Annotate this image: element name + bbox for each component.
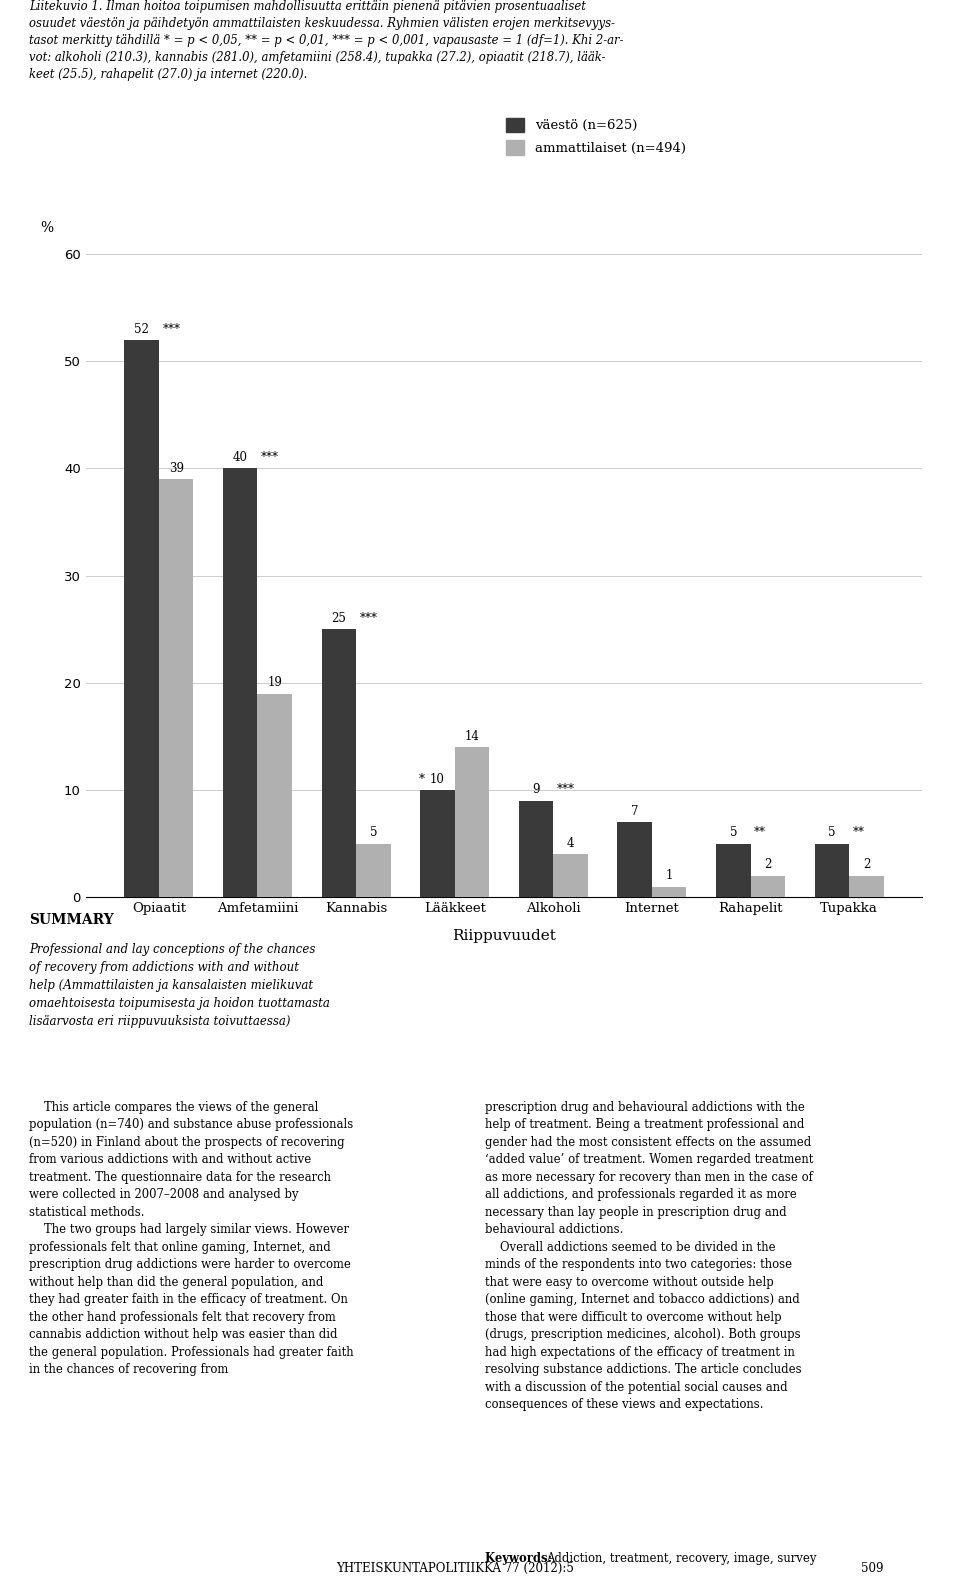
Bar	[125, 340, 158, 897]
Text: 10: 10	[430, 773, 444, 786]
Text: 52: 52	[134, 322, 149, 335]
Bar	[322, 629, 356, 897]
Text: ***: ***	[162, 322, 180, 335]
Bar	[223, 468, 257, 897]
Text: 509: 509	[861, 1563, 883, 1575]
Text: 5: 5	[828, 826, 835, 840]
Text: 4: 4	[566, 837, 574, 850]
Text: 25: 25	[331, 611, 347, 626]
Text: 5: 5	[730, 826, 737, 840]
Text: SUMMARY: SUMMARY	[29, 913, 113, 927]
Bar	[850, 877, 883, 897]
Text: Professional and lay conceptions of the chances
of recovery from addictions with: Professional and lay conceptions of the …	[29, 943, 329, 1027]
Bar	[751, 877, 785, 897]
Bar	[356, 843, 391, 897]
Text: ***: ***	[261, 451, 279, 464]
Text: prescription drug and behavioural addictions with the
help of treatment. Being a: prescription drug and behavioural addict…	[485, 1100, 813, 1464]
Text: 9: 9	[532, 783, 540, 797]
Bar	[420, 789, 455, 897]
Text: This article compares the views of the general
population (n=740) and substance : This article compares the views of the g…	[29, 1100, 353, 1377]
Bar	[257, 694, 292, 897]
Text: Addiction, treatment, recovery, image, survey: Addiction, treatment, recovery, image, s…	[546, 1553, 816, 1566]
Bar	[518, 800, 553, 897]
Text: ***: ***	[557, 783, 575, 797]
Text: 2: 2	[863, 859, 870, 872]
Text: 7: 7	[631, 805, 638, 818]
Bar	[553, 854, 588, 897]
Bar	[455, 748, 490, 897]
Text: *: *	[419, 773, 424, 786]
Legend: väestö (n=625), ammattilaiset (n=494): väestö (n=625), ammattilaiset (n=494)	[506, 118, 685, 156]
Text: YHTEISKUNTAPOLITIIKKA 77 (2012):5: YHTEISKUNTAPOLITIIKKA 77 (2012):5	[336, 1563, 574, 1575]
Bar	[652, 886, 686, 897]
Text: 19: 19	[267, 676, 282, 689]
Text: **: **	[754, 826, 766, 840]
Text: Keywords:: Keywords:	[485, 1553, 556, 1566]
Text: %: %	[40, 221, 54, 235]
Text: Liitekuvio 1. Ilman hoitoa toipumisen mahdollisuutta erittäin pienenä pitävien p: Liitekuvio 1. Ilman hoitoa toipumisen ma…	[29, 0, 623, 81]
Text: 14: 14	[465, 730, 479, 743]
Text: **: **	[852, 826, 865, 840]
Text: 1: 1	[665, 869, 673, 883]
Bar	[716, 843, 751, 897]
Bar	[617, 823, 652, 897]
Bar	[815, 843, 850, 897]
Text: 40: 40	[232, 451, 248, 464]
Text: 5: 5	[370, 826, 377, 840]
X-axis label: Riippuvuudet: Riippuvuudet	[452, 929, 556, 943]
Text: 39: 39	[169, 462, 183, 475]
Text: ***: ***	[360, 611, 377, 626]
Text: 2: 2	[764, 859, 772, 872]
Bar	[158, 480, 193, 897]
